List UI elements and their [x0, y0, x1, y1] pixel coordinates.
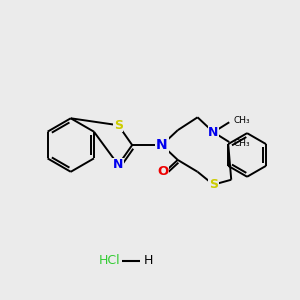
Text: CH₃: CH₃	[233, 116, 250, 125]
Text: CH₃: CH₃	[233, 139, 250, 148]
Text: N: N	[156, 138, 168, 152]
Text: S: S	[209, 178, 218, 191]
Text: N: N	[113, 158, 124, 171]
Text: N: N	[208, 126, 219, 139]
Text: S: S	[114, 119, 123, 132]
Text: H: H	[144, 254, 153, 268]
Text: O: O	[157, 165, 169, 178]
Text: HCl: HCl	[99, 254, 120, 268]
